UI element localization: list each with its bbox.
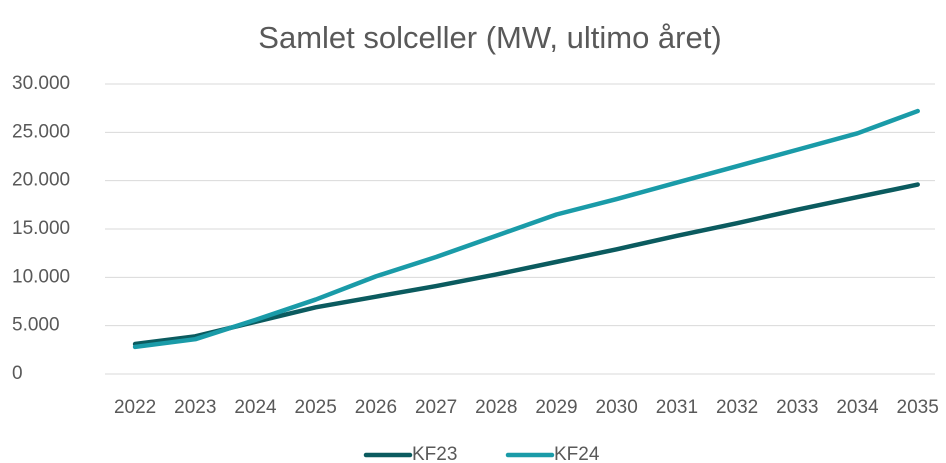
y-tick-label: 15.000 (12, 218, 70, 239)
legend-label: KF23 (412, 444, 457, 463)
y-tick-label: 20.000 (12, 170, 70, 191)
y-tick-label: 5.000 (12, 315, 60, 336)
line-series (132, 182, 920, 347)
x-tick-label: 2030 (596, 397, 638, 418)
x-tick-label: 2032 (716, 397, 758, 418)
x-tick-label: 2026 (355, 397, 397, 418)
x-tick-label: 2024 (234, 397, 277, 418)
x-tick-label: 2035 (897, 397, 939, 418)
x-tick-label: 2027 (415, 397, 457, 418)
x-tick-label: 2029 (535, 397, 577, 418)
x-tick-label: 2033 (776, 397, 818, 418)
chart-title: Samlet solceller (MW, ultimo året) (258, 20, 721, 55)
y-tick-label: 0 (12, 363, 23, 384)
x-tick-label: 2034 (836, 397, 879, 418)
x-tick-label: 2023 (174, 397, 216, 418)
y-tick-label: 10.000 (12, 266, 70, 287)
legend-label: KF24 (554, 444, 600, 463)
y-tick-label: 25.000 (12, 121, 70, 142)
line-series (132, 108, 920, 350)
x-tick-label: 2022 (114, 397, 156, 418)
x-tick-label: 2028 (475, 397, 517, 418)
y-tick-label: 30.000 (12, 73, 70, 94)
x-tick-label: 2031 (656, 397, 698, 418)
x-tick-label: 2025 (295, 397, 337, 418)
